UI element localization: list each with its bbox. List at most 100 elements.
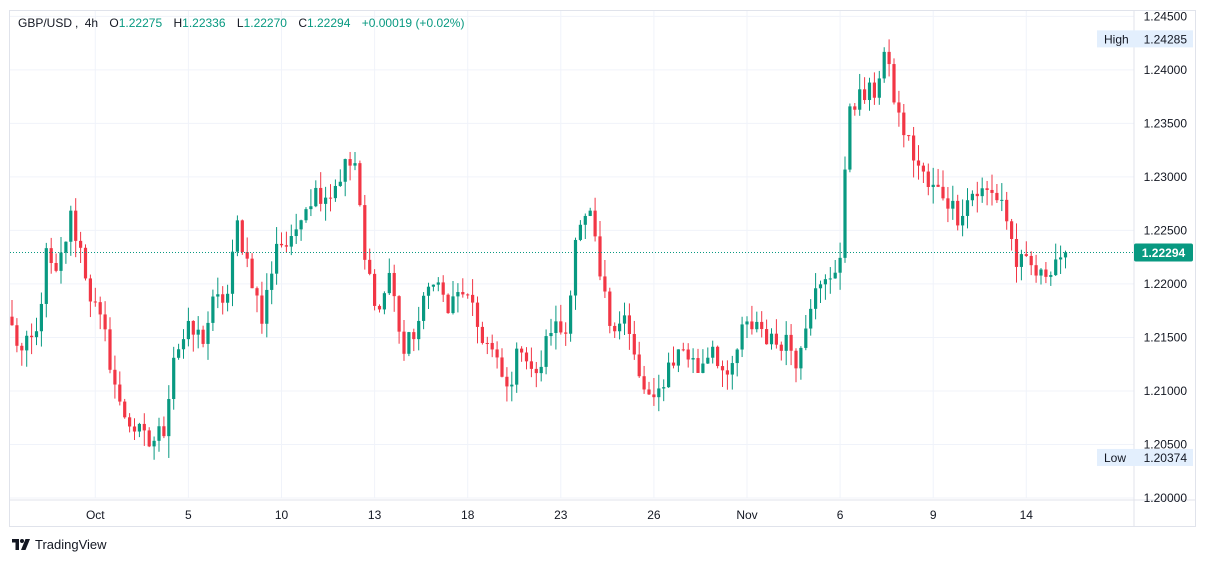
high-label-bg [1097,30,1193,48]
legend-interval: 4h [84,16,99,30]
candle-body [681,349,685,351]
candle-body [667,362,671,388]
candle-body [255,288,259,296]
candle-body [250,258,254,289]
candle-body [789,334,793,351]
low-label-value: 1.20374 [1144,451,1188,465]
candle-body [191,320,195,335]
candle-body [936,184,940,187]
candle-body [113,369,117,385]
candle-body [20,345,24,351]
high-label-word: High [1104,32,1129,46]
candle-body [583,215,587,225]
legend-high-label: H [173,16,183,30]
candle-body [490,342,494,350]
candle-body [701,363,705,373]
candle-body [162,426,166,437]
legend-low: 1.22270 [243,16,287,30]
candle-body [1010,221,1014,239]
candle-body [853,106,857,110]
candle-body [564,332,568,334]
candle-body [446,294,450,314]
candle-body [652,394,656,398]
candle-body [725,370,729,375]
candle-body [897,102,901,113]
candle-body [838,257,842,273]
candle-body [877,78,881,98]
candle-body [128,417,132,427]
candle-body [578,224,582,240]
candle-body [995,192,999,201]
candle-body [818,284,823,289]
candle-body [505,376,509,387]
candle-body [774,333,778,345]
candle-body [613,325,617,332]
candle-body [691,358,695,360]
candle-body [74,210,78,241]
candle-body [1039,269,1043,276]
candle-body [338,181,342,186]
candle-body [1014,238,1019,267]
candle-body [975,193,979,197]
low-label-bg [1097,448,1193,466]
candle-body [961,215,965,226]
candle-body [49,248,53,263]
candle-body [456,292,460,297]
candle-body [858,89,862,110]
candle-body [720,366,725,371]
candle-body [569,295,573,334]
candle-body [515,348,519,385]
candle-body [240,220,244,253]
x-tick-label: 10 [275,508,289,522]
candle-body [426,286,431,296]
candle-body [147,430,151,447]
candle-body [363,205,367,260]
candle-body [529,361,533,369]
candle-body [671,362,676,366]
candle-body [294,229,298,237]
candle-body [15,325,19,346]
candle-body [142,423,146,431]
candle-body [377,305,382,310]
y-tick-label: 1.24500 [1144,9,1188,23]
candle-body [632,333,636,355]
candle-body [603,276,607,292]
legend-symbol: GBP/USD [18,16,73,30]
candle-body [1019,254,1023,267]
candle-body [926,171,930,188]
tradingview-brand[interactable]: TradingView [12,537,107,552]
candle-body [745,321,749,325]
candle-body [916,160,921,166]
y-tick-label: 1.20000 [1144,491,1188,505]
legend-change: +0.00019 (+0.02%) [361,16,465,30]
candle-body [216,294,220,297]
candle-body [275,243,279,274]
candle-body [44,248,48,304]
candle-body [500,357,504,377]
candle-body [260,295,264,324]
candle-body [735,349,739,364]
candle-body [431,284,435,287]
candle-body [907,135,911,137]
candle-body [686,349,690,360]
candle-body [201,329,205,344]
candle-body [755,321,759,330]
candle-body [867,82,872,101]
candle-body [412,332,416,340]
candle-body [980,188,984,197]
candle-body [760,321,764,330]
candle-body [206,322,210,344]
candle-body [88,278,92,302]
candle-body [152,440,156,447]
brand-name: TradingView [35,537,107,552]
candle-body [123,401,127,418]
candle-body [221,294,225,303]
candle-body [902,112,906,136]
candle-body [230,251,235,294]
high-label-value: 1.24285 [1144,32,1188,46]
y-tick-label: 1.21000 [1144,384,1188,398]
candle-body [265,289,269,324]
y-tick-label: 1.23000 [1144,170,1188,184]
candle-body [54,262,58,271]
